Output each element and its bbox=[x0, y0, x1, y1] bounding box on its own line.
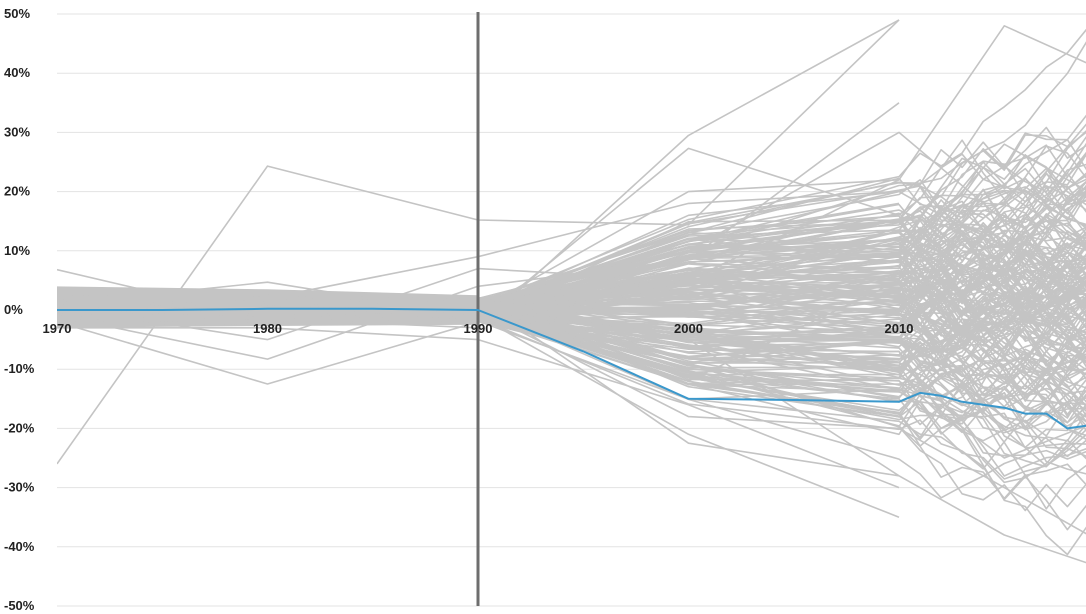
background-series-line bbox=[57, 28, 1086, 310]
background-series-line bbox=[57, 295, 1086, 371]
y-tick-label: -20% bbox=[4, 420, 35, 435]
y-tick-label: -10% bbox=[4, 361, 35, 376]
x-tick-label: 1970 bbox=[43, 321, 72, 336]
background-series-line bbox=[57, 273, 1086, 364]
y-tick-label: 10% bbox=[4, 243, 30, 258]
background-series-line bbox=[57, 114, 1086, 323]
background-series-line bbox=[57, 136, 1086, 323]
background-series-line bbox=[57, 314, 1086, 370]
background-series-line bbox=[477, 309, 1086, 459]
x-tick-label: 2010 bbox=[885, 321, 914, 336]
background-series-line bbox=[57, 281, 1086, 352]
background-series-line bbox=[57, 296, 1086, 372]
background-series-line bbox=[477, 25, 1086, 311]
background-series-line bbox=[57, 293, 1086, 432]
background-series-line bbox=[57, 174, 1086, 311]
y-tick-label: 50% bbox=[4, 6, 30, 21]
y-tick-label: 30% bbox=[4, 124, 30, 139]
background-series-line bbox=[57, 173, 1086, 323]
background-series-line bbox=[57, 219, 1086, 327]
x-tick-label: 1990 bbox=[464, 321, 493, 336]
background-series-line bbox=[477, 123, 1086, 311]
background-series-line bbox=[57, 299, 1086, 510]
highlight-series-line bbox=[57, 307, 1086, 430]
background-series-line bbox=[477, 279, 1086, 400]
background-series-line bbox=[57, 206, 1086, 323]
background-series-line bbox=[57, 240, 1086, 319]
background-series-line bbox=[57, 172, 1086, 319]
background-series-line bbox=[57, 301, 1086, 531]
background-series-line bbox=[57, 296, 1086, 428]
x-tick-label: 2000 bbox=[674, 321, 703, 336]
background-series-line bbox=[57, 172, 1086, 327]
background-series-line bbox=[57, 303, 1086, 393]
x-tick-label: 1980 bbox=[253, 321, 282, 336]
background-series-line bbox=[57, 297, 1086, 419]
background-series-line bbox=[57, 209, 1086, 315]
background-series-line bbox=[57, 293, 1086, 369]
y-tick-label: -40% bbox=[4, 539, 35, 554]
background-series-line bbox=[57, 298, 1086, 418]
background-series-line bbox=[57, 153, 1086, 306]
background-series-line bbox=[477, 190, 1086, 311]
background-series-line bbox=[57, 254, 1086, 369]
background-series-line bbox=[57, 291, 1086, 382]
background-series-group bbox=[57, 19, 1086, 564]
background-series-line bbox=[57, 305, 1086, 437]
background-series-line bbox=[477, 309, 1086, 564]
y-tick-label: -50% bbox=[4, 598, 35, 613]
background-series-line bbox=[477, 309, 1086, 535]
background-series-line bbox=[57, 246, 1086, 326]
background-series-line bbox=[57, 303, 1086, 441]
background-series-line bbox=[57, 289, 1086, 336]
background-series-line bbox=[57, 185, 1086, 332]
background-series-line bbox=[57, 307, 1086, 499]
background-series-line bbox=[477, 180, 1086, 311]
background-series-line bbox=[57, 265, 1086, 317]
y-tick-label: 0% bbox=[4, 302, 23, 317]
y-tick-label: -30% bbox=[4, 480, 35, 495]
y-tick-label: 20% bbox=[4, 184, 30, 199]
background-series-line bbox=[57, 303, 1086, 512]
background-series-line bbox=[57, 262, 1086, 323]
background-series-line bbox=[57, 234, 1086, 311]
background-series-line bbox=[57, 297, 1086, 353]
background-series-line bbox=[57, 220, 1086, 320]
background-series-line bbox=[57, 246, 1086, 326]
background-series-line bbox=[57, 131, 1086, 327]
background-series-line bbox=[477, 279, 1086, 423]
y-tick-label: 40% bbox=[4, 65, 30, 80]
background-series-line bbox=[57, 295, 1086, 406]
background-series-line bbox=[57, 163, 1086, 309]
background-series-line bbox=[477, 143, 1086, 311]
